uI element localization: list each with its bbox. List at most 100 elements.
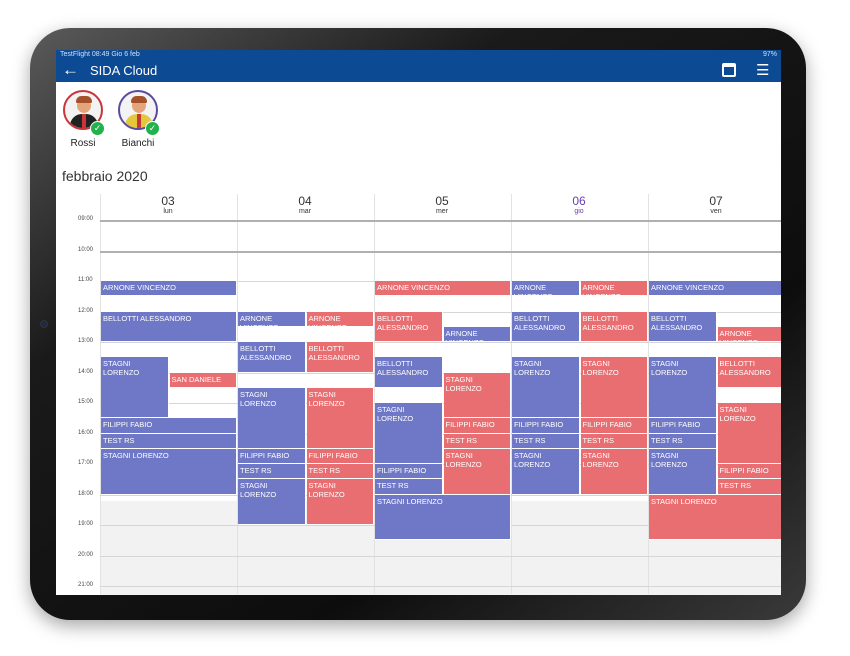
event-block[interactable]: FILIPPI FABIO	[649, 418, 717, 434]
hour-label: 09:00	[78, 216, 94, 222]
event-block[interactable]: ARNONE VINCENZO	[580, 281, 648, 297]
hour-line	[100, 342, 781, 343]
week-grid[interactable]: 09:00 10:00 11:00 12:00 13:00 14:00 15:00 16:00…	[56, 194, 781, 595]
day-name: lun	[163, 208, 173, 215]
hour-label: 14:00	[78, 368, 94, 375]
event-block[interactable]: STAGNI LORENZO	[375, 494, 511, 541]
event-block[interactable]: FILIPPI FABIO	[238, 448, 306, 464]
day-header-07[interactable]: 07 ven	[648, 194, 781, 215]
hour-label: 18:00	[78, 490, 94, 497]
user-rossi[interactable]: ✓ Rossi	[58, 90, 108, 149]
hour-line	[100, 586, 781, 587]
event-block[interactable]: ARNONE VINCENZO	[306, 311, 374, 327]
day-header-03[interactable]: 03 lun	[100, 194, 236, 215]
hour-label: 12:00	[78, 307, 94, 314]
event-block[interactable]: ARNONE VINCENZO	[101, 281, 237, 297]
arrow-left-icon[interactable]: ←	[62, 60, 79, 79]
status-bar: TestFlight 08:49 Gio 6 feb 97%	[56, 50, 781, 60]
event-block[interactable]: ARNONE VINCENZO	[375, 281, 511, 297]
event-block[interactable]: BELLOTTI ALESSANDRO	[306, 342, 374, 373]
event-block[interactable]: STAGNI LORENZO	[306, 479, 374, 525]
hour-label: 20:00	[78, 551, 94, 558]
event-block[interactable]: ARNONE VINCENZO	[717, 326, 781, 342]
event-block[interactable]: STAGNI LORENZO	[717, 403, 781, 464]
event-block[interactable]: STAGNI LORENZO	[443, 372, 511, 419]
hour-label: 21:00	[78, 582, 94, 588]
day-number: 03	[161, 194, 175, 208]
day-name: gio	[574, 208, 584, 215]
event-block[interactable]: TEST RS	[101, 433, 237, 449]
event-block[interactable]: ARNONE VINCENZO	[443, 326, 511, 342]
event-block[interactable]: TEST RS	[306, 464, 374, 480]
event-block[interactable]: BELLOTTI ALESSANDRO	[717, 357, 781, 388]
day-header-05[interactable]: 05 mer	[374, 194, 510, 215]
event-block[interactable]: TEST RS	[580, 433, 648, 449]
event-block[interactable]: BELLOTTI ALESSANDRO	[580, 311, 648, 342]
day-header-06[interactable]: 06 gio	[511, 194, 647, 215]
event-block[interactable]: FILIPPI FABIO	[443, 418, 511, 434]
hour-line	[100, 220, 781, 222]
hour-label: 16:00	[78, 429, 94, 436]
day-separator	[374, 194, 375, 594]
event-block[interactable]: BELLOTTI ALESSANDRO	[649, 311, 717, 342]
hour-label: 17:00	[78, 460, 94, 466]
event-block[interactable]: STAGNI LORENZO	[649, 357, 717, 419]
app-bar: ← SIDA Cloud ☰	[56, 60, 781, 82]
event-block[interactable]: STAGNI LORENZO	[101, 448, 237, 495]
day-number: 06	[572, 194, 586, 208]
event-block[interactable]: FILIPPI FABIO	[101, 418, 237, 434]
battery-level: 97%	[762, 51, 777, 58]
event-block[interactable]: STAGNI LORENZO	[649, 494, 781, 541]
event-block[interactable]: FILIPPI FABIO	[580, 418, 648, 434]
event-block[interactable]: TEST RS	[649, 433, 717, 449]
event-block[interactable]: SAN DANIELE	[169, 372, 237, 388]
day-name: mar	[298, 208, 312, 215]
event-block[interactable]: STAGNI LORENZO	[580, 357, 648, 419]
event-block[interactable]: ARNONE VINCENZO	[238, 311, 306, 327]
event-block[interactable]: STAGNI LORENZO	[512, 357, 580, 419]
event-block[interactable]: BELLOTTI ALESSANDRO	[238, 342, 306, 373]
event-block[interactable]: STAGNI LORENZO	[443, 448, 511, 495]
event-block[interactable]: STAGNI LORENZO	[512, 448, 580, 495]
event-block[interactable]: STAGNI LORENZO	[375, 403, 443, 464]
event-block[interactable]: STAGNI LORENZO	[649, 448, 717, 495]
event-block[interactable]: STAGNI LORENZO	[306, 387, 374, 449]
day-number: 07	[709, 194, 723, 208]
hour-label: 15:00	[78, 399, 94, 405]
event-block[interactable]: STAGNI LORENZO	[238, 479, 306, 525]
day-name: mer	[435, 208, 449, 215]
user-name: Rossi	[70, 138, 96, 149]
event-block[interactable]: FILIPPI FABIO	[717, 464, 781, 480]
day-header-04[interactable]: 04 mar	[237, 194, 373, 215]
app-title: SIDA Cloud	[90, 63, 158, 78]
month-label: febbraio 2020	[62, 168, 148, 184]
event-block[interactable]: STAGNI LORENZO	[580, 448, 648, 495]
day-name: ven	[710, 208, 722, 215]
event-block[interactable]: FILIPPI FABIO	[375, 464, 443, 480]
calendar-icon[interactable]	[722, 63, 736, 77]
event-block[interactable]: FILIPPI FABIO	[306, 448, 374, 464]
people-list-icon[interactable]: ☰	[756, 62, 770, 79]
event-block[interactable]: STAGNI LORENZO	[238, 387, 306, 449]
avatar	[118, 90, 158, 130]
user-bianchi[interactable]: ✓ Bianchi	[113, 90, 163, 149]
event-block[interactable]: ARNONE VINCENZO	[649, 281, 781, 297]
app-screen: TestFlight 08:49 Gio 6 feb 97% ← SIDA Cl…	[56, 50, 781, 595]
event-block[interactable]: TEST RS	[512, 433, 580, 449]
front-camera	[40, 320, 48, 328]
event-block[interactable]: BELLOTTI ALESSANDRO	[512, 311, 580, 342]
event-block[interactable]: TEST RS	[717, 479, 781, 495]
event-block[interactable]: STAGNI LORENZO	[101, 357, 169, 419]
event-block[interactable]: FILIPPI FABIO	[512, 418, 580, 434]
day-number: 05	[435, 194, 449, 208]
checkmark-icon: ✓	[90, 121, 105, 136]
event-block[interactable]: BELLOTTI ALESSANDRO	[101, 311, 237, 342]
hour-label: 19:00	[78, 521, 94, 527]
event-block[interactable]: TEST RS	[375, 479, 443, 495]
event-block[interactable]: TEST RS	[238, 464, 306, 480]
event-block[interactable]: BELLOTTI ALESSANDRO	[375, 357, 443, 388]
event-block[interactable]: BELLOTTI ALESSANDRO	[375, 311, 443, 342]
status-left: TestFlight 08:49 Gio 6 feb	[60, 51, 140, 58]
event-block[interactable]: TEST RS	[443, 433, 511, 449]
event-block[interactable]: ARNONE VINCENZO	[512, 281, 580, 297]
